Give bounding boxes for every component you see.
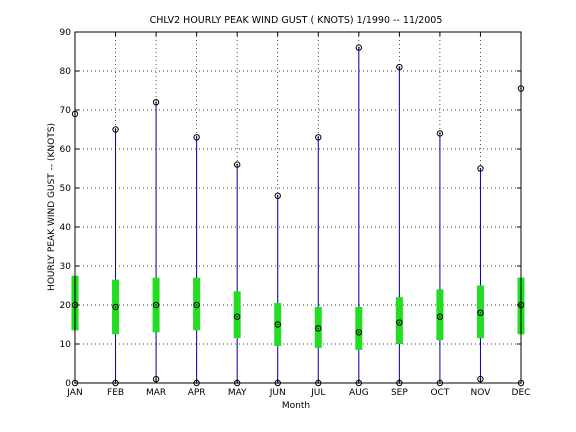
median-marker-feb [112,303,119,311]
y-tick-label: 80 [60,67,72,77]
median-marker-aug [355,329,363,336]
box-oct [436,289,444,341]
max-marker-sep [396,63,403,71]
y-tick-label: 20 [60,301,72,311]
max-marker-apr [193,134,200,141]
x-tick-label: MAY [228,388,247,398]
median-dot-apr [195,304,198,306]
box-nov [476,285,484,339]
median-dot-nov [479,312,482,314]
y-tick-label: 10 [60,340,72,350]
median-dot-jun [276,323,279,326]
y-axis-label: HOURLY PEAK WIND GUST -- (KNOTS) [47,123,57,291]
max-marker-aug [355,44,363,51]
median-dot-mar [155,304,157,306]
x-tick-label: MAR [146,388,166,398]
max-marker-jun [274,192,281,200]
max-dot-sep [398,66,401,68]
median-marker-may [233,313,241,320]
max-dot-jun [276,195,279,197]
max-marker-oct [436,130,444,137]
max-marker-mar [152,99,160,106]
x-axis-label: Month [282,401,310,411]
x-tick-label: JUN [269,388,286,398]
median-marker-oct [436,313,444,320]
y-tick-label: 60 [60,145,72,155]
y-tick-label: 40 [60,223,72,233]
max-marker-may [233,161,241,168]
max-marker-nov [477,165,484,172]
box-jul [314,306,322,348]
median-marker-jun [274,321,281,328]
y-tick-label: 50 [60,184,72,194]
x-tick-label: AUG [349,388,369,398]
median-marker-sep [396,319,403,326]
median-dot-feb [114,306,117,308]
box-aug [355,306,363,350]
box-may [233,291,241,339]
median-dot-may [236,315,238,318]
max-dot-jul [317,136,320,139]
median-marker-apr [193,301,200,309]
median-marker-nov [477,309,484,316]
max-dot-aug [358,46,360,49]
x-tick-label: FEB [107,388,124,398]
max-dot-mar [155,101,157,103]
x-tick-label: OCT [430,388,449,398]
box-sep [395,297,403,344]
x-tick-label: SEP [391,388,408,398]
y-tick-label: 70 [60,106,72,116]
median-dot-jul [317,327,320,330]
median-dot-oct [439,315,441,318]
max-dot-nov [479,167,482,170]
y-tick-label: 0 [65,379,71,389]
x-tick-label: DEC [512,388,531,398]
axes: 0 10 20 30 40 50 60 70 80 90 JAN FEB MAR APR MAY JUN JUL… [60,28,531,398]
max-dot-feb [114,128,117,131]
max-marker-feb [112,126,119,133]
box-apr [193,277,201,331]
x-tick-label: JUL [310,388,325,398]
x-tick-label: JAN [66,388,82,398]
y-tick-label: 30 [60,262,72,272]
x-tick-label: APR [188,388,206,398]
y-tick-label: 90 [60,28,72,38]
median-dot-sep [398,321,401,324]
max-dot-apr [195,136,198,139]
median-marker-mar [152,301,160,309]
plot-frame [74,31,522,384]
chart-title: CHLV2 HOURLY PEAK WIND GUST ( KNOTS) 1/1… [150,15,443,26]
max-dot-may [236,163,238,166]
max-dot-oct [439,132,441,135]
median-marker-jul [315,325,322,332]
max-marker-jul [315,134,322,141]
median-dot-aug [358,331,360,334]
x-tick-label: NOV [471,388,492,398]
